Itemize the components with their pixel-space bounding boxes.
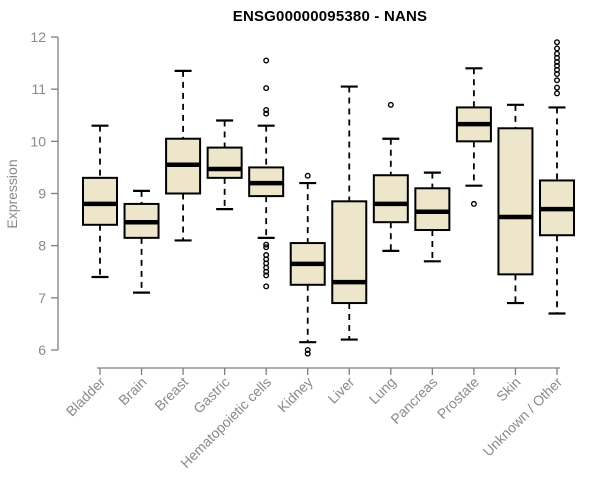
- outlier-point: [263, 85, 270, 92]
- outlier-point: [263, 107, 270, 114]
- iqr-box: [331, 200, 368, 305]
- x-category-label: Liver: [325, 374, 358, 407]
- outlier-point: [553, 84, 560, 91]
- outlier-point: [553, 90, 560, 97]
- outlier-point: [553, 77, 560, 84]
- outlier-point: [304, 347, 311, 354]
- x-category-label: Kidney: [274, 374, 316, 416]
- outlier-point: [263, 244, 270, 251]
- outlier-point: [263, 272, 270, 279]
- x-category-label: Prostate: [434, 374, 482, 422]
- y-tick-label: 9: [38, 186, 46, 202]
- x-category-label: Lung: [366, 374, 399, 407]
- iqr-box: [82, 176, 118, 226]
- outlier-point: [263, 110, 270, 117]
- x-category-label: Brain: [115, 374, 149, 408]
- outlier-point: [263, 241, 270, 248]
- outlier-point: [470, 200, 477, 207]
- x-category-label: Skin: [493, 374, 524, 405]
- outlier-point: [304, 350, 311, 357]
- outlier-point: [304, 172, 311, 179]
- outlier-point: [263, 283, 270, 290]
- outlier-point: [263, 57, 270, 64]
- x-category-label: Bladder: [63, 374, 109, 420]
- chart-title: ENSG00000095380 - NANS: [232, 8, 428, 25]
- x-category-label: Breast: [151, 374, 191, 414]
- outlier-point: [553, 59, 560, 66]
- x-category-label: Unknown / Other: [480, 374, 566, 460]
- outlier-point: [553, 45, 560, 52]
- y-tick-label: 12: [30, 29, 46, 45]
- y-tick-label: 6: [38, 342, 46, 358]
- y-tick-label: 11: [31, 81, 46, 97]
- outlier-point: [553, 39, 560, 46]
- y-tick-label: 8: [38, 238, 46, 254]
- iqr-box: [497, 127, 534, 276]
- outlier-point: [387, 101, 394, 108]
- y-tick-label: 7: [38, 290, 46, 306]
- y-tick-label: 10: [30, 133, 46, 149]
- outlier-point: [263, 268, 270, 275]
- iqr-box: [414, 187, 451, 232]
- iqr-box: [206, 146, 243, 179]
- iqr-box: [372, 174, 409, 224]
- outlier-point: [553, 71, 560, 78]
